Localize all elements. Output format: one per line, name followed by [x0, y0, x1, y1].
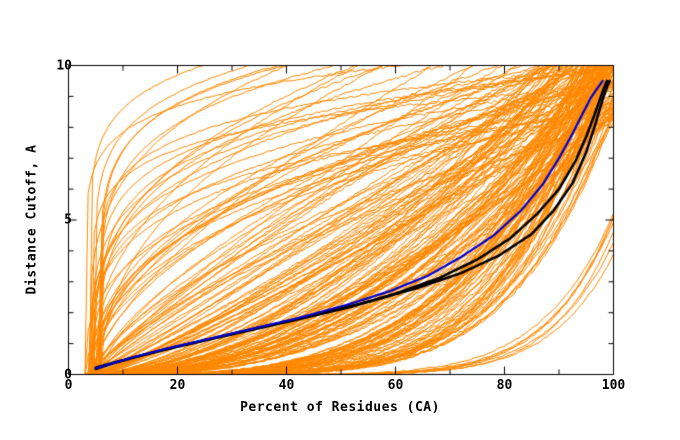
- x-tick-label: 80: [496, 378, 513, 393]
- y-axis-label: Distance Cutoff, A: [24, 144, 40, 295]
- y-tick-label: 10: [56, 58, 72, 73]
- x-tick-label: 40: [278, 378, 295, 393]
- x-tick-label: 0: [64, 378, 73, 393]
- x-axis-label: Percent of Residues (CA): [240, 400, 440, 415]
- y-tick-label: 0: [64, 367, 72, 382]
- x-tick-label: 60: [387, 378, 404, 393]
- x-tick-label: 100: [601, 378, 626, 393]
- y-tick-label: 5: [64, 212, 72, 228]
- x-tick-label: 20: [169, 378, 186, 393]
